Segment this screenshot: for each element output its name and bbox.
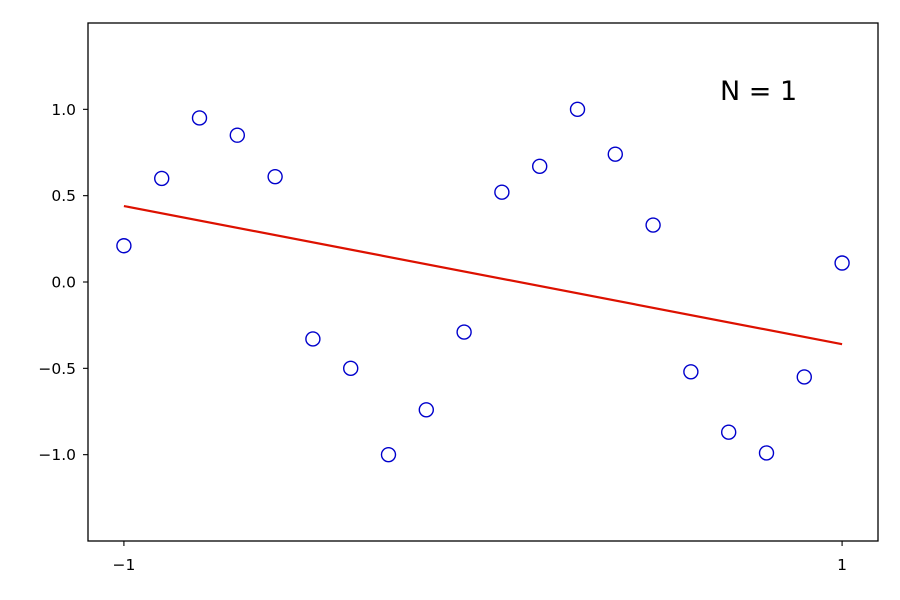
data-point bbox=[532, 158, 548, 175]
annotation-label: N = 1 bbox=[720, 76, 797, 107]
plot-frame bbox=[87, 22, 879, 542]
data-point bbox=[191, 110, 208, 126]
data-point bbox=[834, 255, 850, 271]
x-tick-label: 1 bbox=[837, 556, 847, 574]
data-point bbox=[720, 424, 737, 440]
data-point bbox=[380, 446, 397, 463]
data-point bbox=[343, 360, 359, 377]
y-tick-label: −0.5 bbox=[38, 360, 76, 378]
data-point bbox=[418, 402, 434, 418]
data-point bbox=[267, 168, 283, 185]
data-point bbox=[154, 170, 170, 187]
data-point bbox=[758, 445, 775, 461]
y-tick-label: −1.0 bbox=[38, 446, 76, 464]
fit-line bbox=[123, 204, 843, 346]
x-tick-label: −1 bbox=[112, 556, 135, 574]
y-axis: 1.0 0.5 0.0 −0.5 −1.0 bbox=[38, 101, 88, 464]
data-point bbox=[607, 146, 623, 162]
y-tick-label: 1.0 bbox=[51, 101, 76, 119]
data-point bbox=[305, 331, 321, 347]
plot-area bbox=[88, 23, 878, 541]
x-axis: −1 1 bbox=[112, 541, 847, 574]
data-point bbox=[569, 101, 586, 118]
series-layer bbox=[116, 101, 850, 463]
y-tick-label: 0.5 bbox=[51, 187, 76, 205]
y-tick-label: 0.0 bbox=[51, 274, 76, 292]
data-point bbox=[683, 364, 699, 380]
data-point bbox=[456, 324, 472, 340]
data-point bbox=[229, 127, 246, 143]
data-point bbox=[645, 217, 661, 233]
data-point bbox=[116, 238, 132, 254]
data-point bbox=[796, 369, 812, 385]
data-point bbox=[494, 184, 510, 200]
